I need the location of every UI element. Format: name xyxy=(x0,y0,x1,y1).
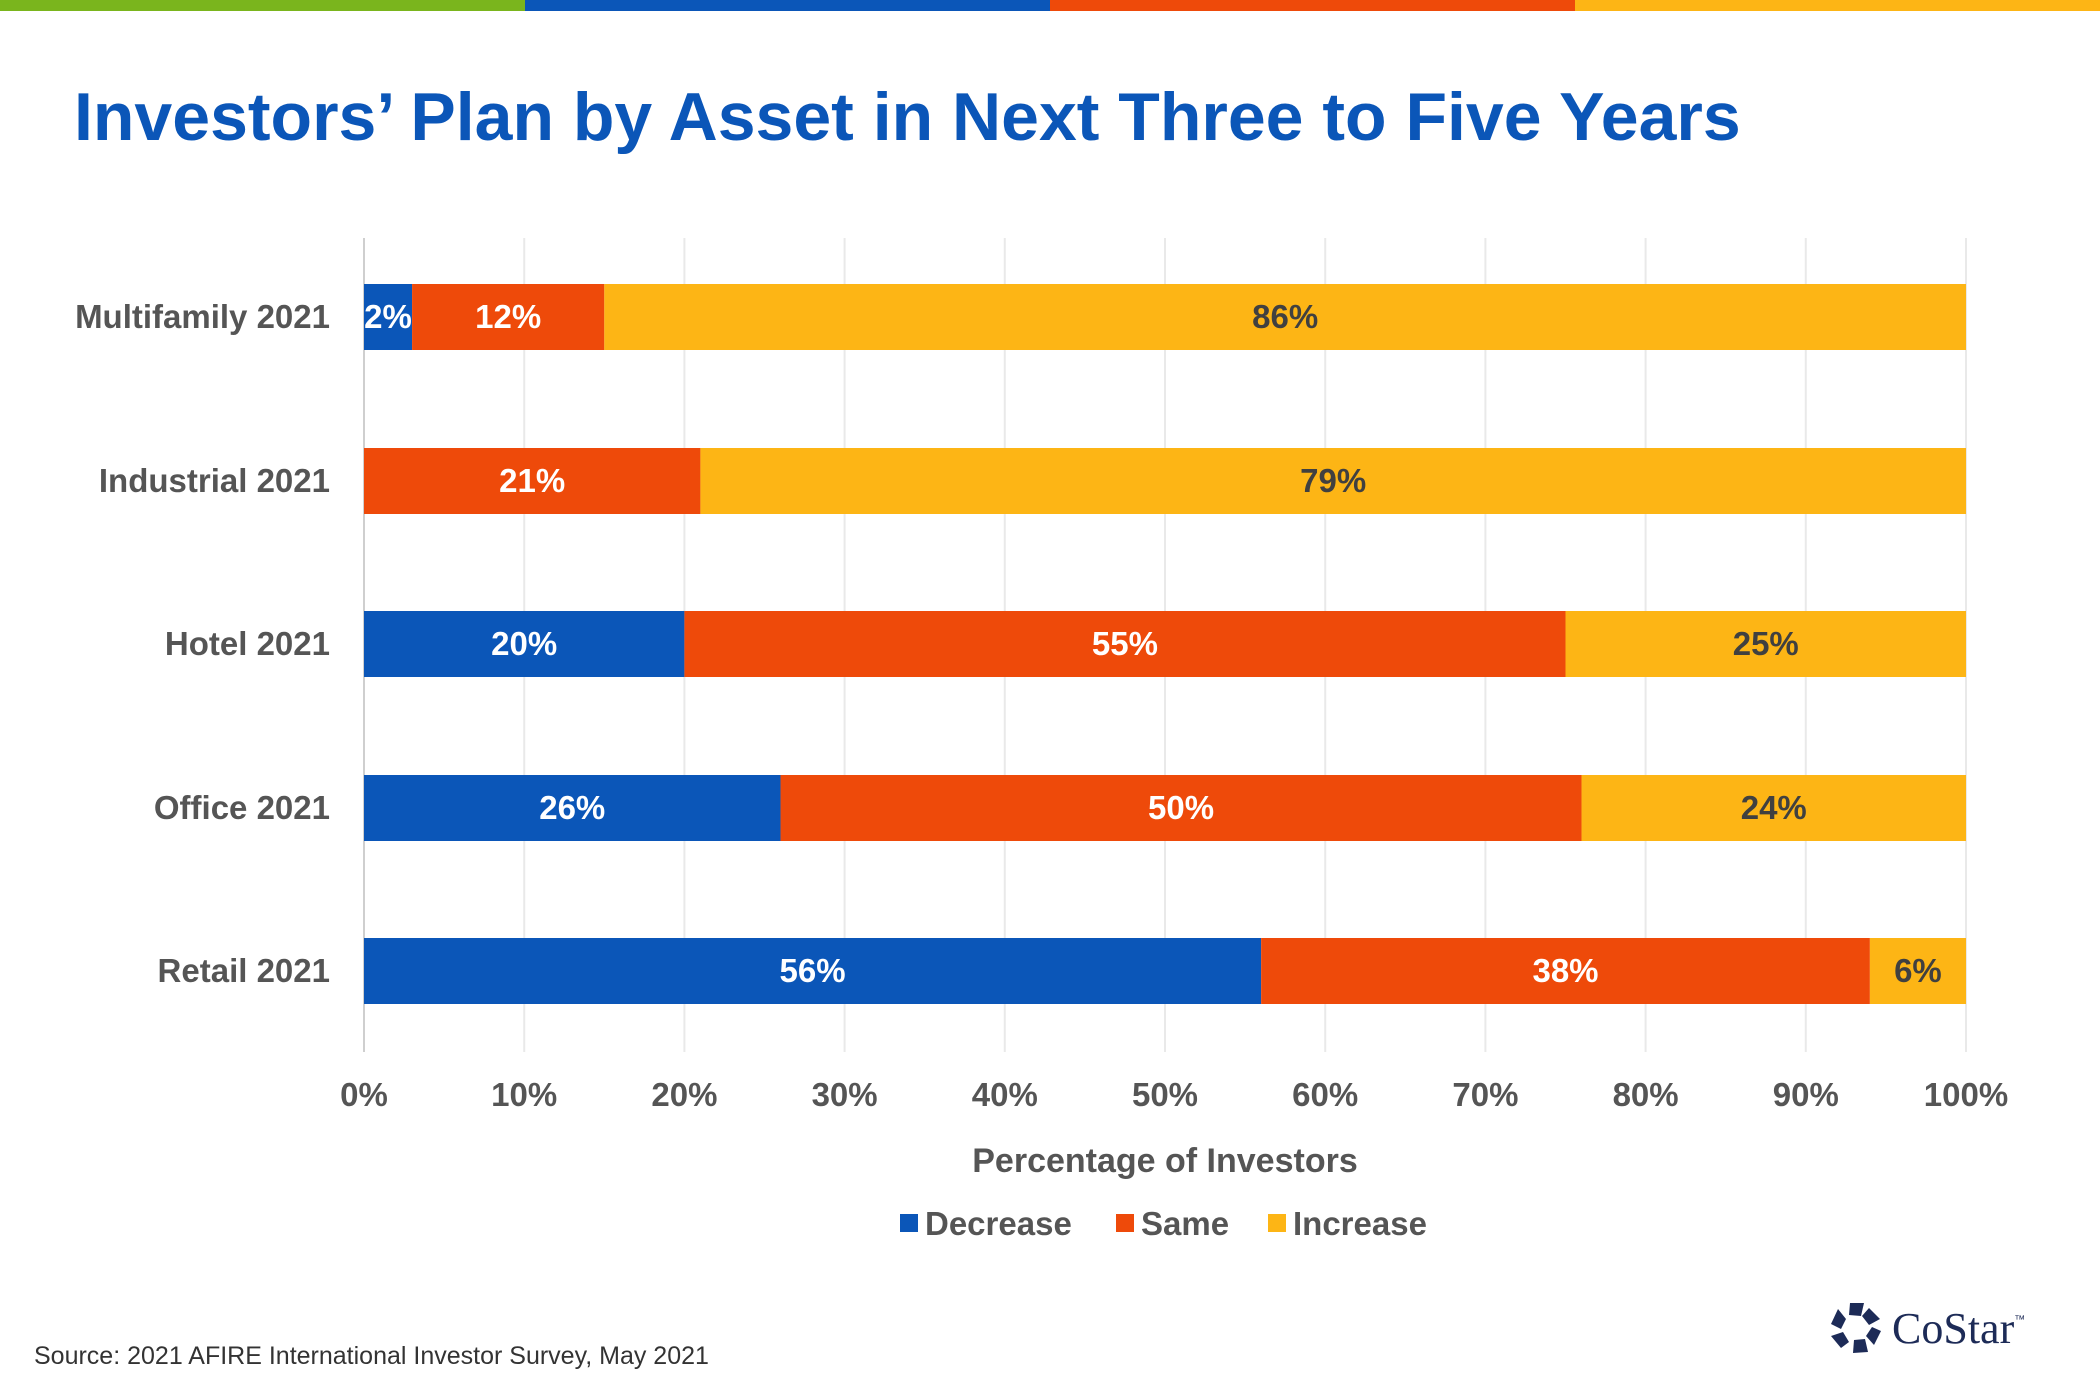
bar-segment-same xyxy=(684,611,1566,677)
data-label: 79% xyxy=(1300,462,1366,499)
data-label: 86% xyxy=(1252,298,1318,335)
x-axis-title: Percentage of Investors xyxy=(972,1142,1357,1180)
bar-segment-decrease xyxy=(364,775,781,841)
x-tick-label: 60% xyxy=(1292,1076,1358,1113)
bar-segment-increase xyxy=(700,448,1967,514)
x-tick-label: 70% xyxy=(1452,1076,1518,1113)
x-tick-label: 0% xyxy=(340,1076,388,1113)
data-label: 20% xyxy=(491,625,557,662)
x-tick-label: 50% xyxy=(1132,1076,1198,1113)
bar-segment-same xyxy=(780,775,1582,841)
data-label: 21% xyxy=(499,462,565,499)
data-label: 56% xyxy=(780,952,846,989)
data-label: 26% xyxy=(539,789,605,826)
stripe-yellow xyxy=(1575,0,2100,11)
legend-swatch-same xyxy=(1116,1214,1134,1232)
source-note: Source: 2021 AFIRE International Investo… xyxy=(34,1342,709,1370)
category-label: Retail 2021 xyxy=(158,952,330,989)
data-label: 25% xyxy=(1733,625,1799,662)
bar-segment-increase xyxy=(604,284,1966,350)
bar-segment-increase xyxy=(1869,938,1966,1004)
bar-segment-increase xyxy=(1565,611,1966,677)
data-label: 50% xyxy=(1148,789,1214,826)
logo-text: CoStar xyxy=(1892,1303,2015,1353)
data-label: 38% xyxy=(1532,952,1598,989)
legend-label: Increase xyxy=(1293,1205,1427,1242)
x-tick-label: 20% xyxy=(651,1076,717,1113)
top-color-stripe xyxy=(0,0,2100,11)
bar-segment-decrease xyxy=(364,284,413,350)
bar-segment-same xyxy=(1261,938,1870,1004)
data-label: 6% xyxy=(1894,952,1942,989)
legend-label: Same xyxy=(1141,1205,1229,1242)
data-label: 55% xyxy=(1092,625,1158,662)
costar-logo: CoStar ™ xyxy=(1828,1300,2025,1356)
stacked-bar-chart: 0% 10% 20% 30% 40% 50% 60% 70% 80% 90% 100% Multifa… xyxy=(75,238,2008,1242)
data-label: 24% xyxy=(1741,789,1807,826)
stripe-green xyxy=(0,0,525,11)
category-label: Hotel 2021 xyxy=(165,625,330,662)
bar-segment-increase xyxy=(1581,775,1966,841)
bar-segment-decrease xyxy=(364,611,685,677)
logo-trademark: ™ xyxy=(2014,1314,2026,1326)
stripe-blue xyxy=(525,0,1050,11)
legend-label: Decrease xyxy=(925,1205,1072,1242)
legend-swatch-increase xyxy=(1268,1214,1286,1232)
x-tick-label: 40% xyxy=(972,1076,1038,1113)
legend-swatch-decrease xyxy=(900,1214,918,1232)
bar-segment-decrease xyxy=(364,938,1262,1004)
category-label: Office 2021 xyxy=(154,789,330,826)
page-title: Investors’ Plan by Asset in Next Three t… xyxy=(74,79,1741,155)
stripe-orange xyxy=(1050,0,1575,11)
data-label: 12% xyxy=(475,298,541,335)
x-tick-label: 90% xyxy=(1773,1076,1839,1113)
x-tick-label: 30% xyxy=(812,1076,878,1113)
bar-segment-same xyxy=(412,284,605,350)
category-label: Multifamily 2021 xyxy=(75,298,330,335)
x-tick-label: 80% xyxy=(1613,1076,1679,1113)
x-tick-label: 10% xyxy=(491,1076,557,1113)
data-label: 2% xyxy=(364,298,412,335)
bar-segment-same xyxy=(364,448,701,514)
category-label: Industrial 2021 xyxy=(99,462,330,499)
costar-star-icon xyxy=(1831,1303,1881,1353)
x-tick-label: 100% xyxy=(1924,1076,2008,1113)
